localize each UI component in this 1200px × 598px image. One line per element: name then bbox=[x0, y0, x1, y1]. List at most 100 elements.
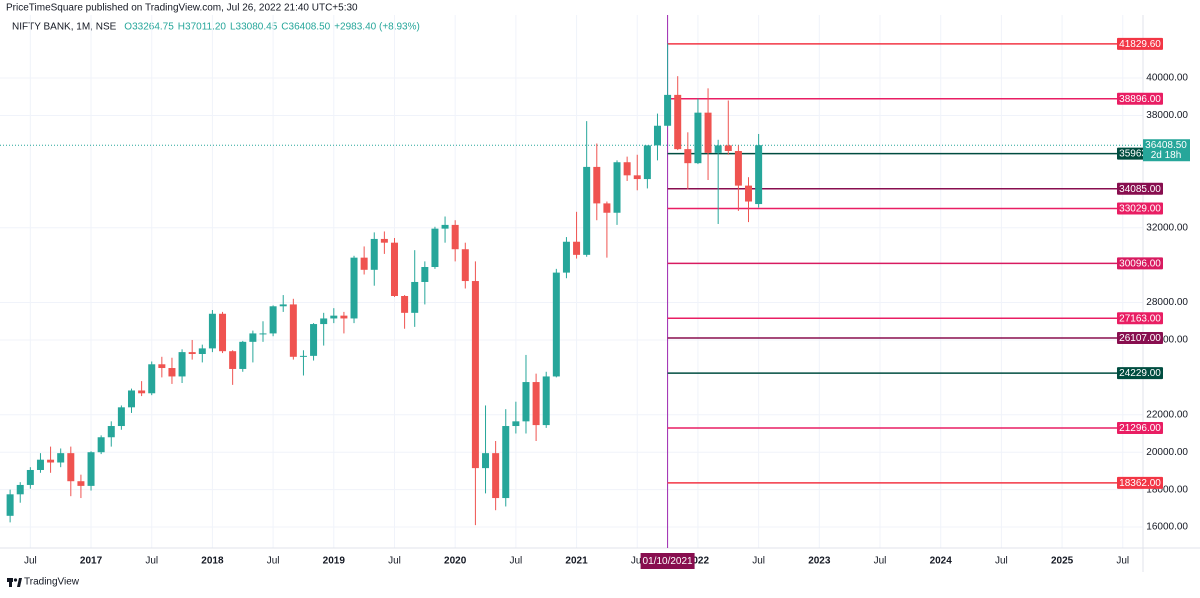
countdown-label: 2d 18h bbox=[1151, 150, 1182, 161]
candle-body bbox=[340, 315, 348, 319]
candle-body bbox=[330, 315, 338, 319]
candle-body bbox=[724, 145, 732, 152]
y-tick-label: 32000.00 bbox=[1146, 222, 1188, 233]
candle-body bbox=[138, 390, 146, 394]
candle-body bbox=[249, 333, 257, 342]
last-price-box bbox=[1143, 139, 1190, 162]
level-label: 21296.00 bbox=[1119, 423, 1161, 434]
candle-body bbox=[117, 407, 125, 427]
candle-body bbox=[390, 242, 398, 296]
candle-body bbox=[87, 452, 95, 486]
level-label-box bbox=[1117, 182, 1163, 195]
candle-body bbox=[704, 112, 712, 153]
level-label: 33029.00 bbox=[1119, 204, 1161, 215]
candle-body bbox=[633, 175, 641, 180]
symbol-legend: NIFTY BANK, 1M, NSE O33264.75 H37011.20 … bbox=[12, 22, 420, 33]
x-tick-label: Jul bbox=[509, 556, 522, 567]
y-tick-label: 16000.00 bbox=[1146, 522, 1188, 533]
logo-part bbox=[9, 578, 12, 587]
candle-body bbox=[320, 318, 328, 325]
candle-body bbox=[380, 238, 388, 243]
candle-body bbox=[97, 437, 105, 453]
candle-body bbox=[360, 257, 368, 270]
candle-body bbox=[684, 149, 692, 164]
x-tick-label: 2024 bbox=[930, 556, 953, 567]
candle-body bbox=[573, 241, 581, 255]
candle-body bbox=[239, 341, 247, 369]
candle-body bbox=[310, 324, 318, 356]
candle-body bbox=[77, 481, 85, 486]
y-tick-label: 28000.00 bbox=[1146, 297, 1188, 308]
candle-body bbox=[643, 145, 651, 180]
candle-body bbox=[653, 125, 661, 146]
candle-body bbox=[532, 382, 540, 426]
x-tick-label: Jul bbox=[267, 556, 280, 567]
candle-body bbox=[714, 145, 722, 153]
candle-body bbox=[734, 151, 742, 186]
level-label: 35963.00 bbox=[1119, 149, 1161, 160]
level-label: 41829.60 bbox=[1119, 39, 1161, 50]
candle-body bbox=[482, 453, 490, 469]
y-tick-label: 26000.00 bbox=[1146, 335, 1188, 346]
x-tick-label: 2017 bbox=[80, 556, 103, 567]
candle-body bbox=[471, 281, 479, 469]
candle-body bbox=[16, 484, 24, 495]
x-tick-label: Jul bbox=[874, 556, 887, 567]
candle-body bbox=[229, 351, 237, 369]
footer-logo bbox=[7, 578, 22, 587]
candle-body bbox=[512, 421, 520, 427]
level-label-box bbox=[1117, 257, 1163, 270]
logo-part bbox=[17, 578, 22, 587]
x-tick-label: Jul bbox=[631, 556, 644, 567]
candle-body bbox=[107, 426, 115, 438]
level-label-box bbox=[1117, 92, 1163, 105]
published-line: PriceTimeSquare published on TradingView… bbox=[6, 3, 358, 14]
candle-body bbox=[279, 304, 287, 307]
level-label-box bbox=[1117, 37, 1163, 50]
symbol: NIFTY BANK, 1M, NSE bbox=[12, 22, 117, 33]
candle-body bbox=[552, 272, 560, 377]
candle-body bbox=[674, 94, 682, 150]
y-tick-label: 20000.00 bbox=[1146, 447, 1188, 458]
candle-body bbox=[492, 453, 500, 499]
level-label: 24229.00 bbox=[1119, 368, 1161, 379]
candle-body bbox=[664, 94, 672, 126]
candle-body bbox=[694, 112, 702, 164]
candle-body bbox=[411, 281, 419, 313]
x-tick-label: 2022 bbox=[687, 556, 710, 567]
candle-body bbox=[47, 459, 55, 463]
level-label-box bbox=[1117, 476, 1163, 489]
level-label: 18362.00 bbox=[1119, 478, 1161, 489]
candle-body bbox=[198, 348, 206, 354]
candle-body bbox=[623, 162, 631, 176]
candle-body bbox=[441, 224, 449, 229]
logo-part bbox=[13, 578, 18, 582]
candle-body bbox=[593, 166, 601, 204]
candle-body bbox=[603, 203, 611, 213]
candle-body bbox=[542, 376, 550, 426]
candle-body bbox=[158, 364, 166, 369]
y-tick-label: 38000.00 bbox=[1146, 110, 1188, 121]
y-tick-label: 22000.00 bbox=[1146, 409, 1188, 420]
ohlc-change: +2983.40 (+8.93%) bbox=[334, 22, 420, 33]
y-tick-label: 18000.00 bbox=[1146, 484, 1188, 495]
x-tick-label: 2021 bbox=[565, 556, 588, 567]
ohlc-low: L33080.45 bbox=[230, 22, 278, 33]
level-label-box bbox=[1117, 421, 1163, 434]
level-label-box bbox=[1117, 202, 1163, 215]
candle-body bbox=[299, 355, 307, 357]
candle-body bbox=[755, 145, 763, 205]
level-label: 27163.00 bbox=[1119, 313, 1161, 324]
vertical-marker-label-box bbox=[640, 553, 695, 569]
level-label: 30096.00 bbox=[1119, 258, 1161, 269]
candle-body bbox=[178, 352, 186, 377]
candle-body bbox=[562, 241, 570, 273]
candle-body bbox=[269, 306, 277, 334]
candle-body bbox=[461, 249, 469, 282]
y-tick-label: 40000.00 bbox=[1146, 73, 1188, 84]
level-label-box bbox=[1117, 312, 1163, 325]
candle-body bbox=[67, 453, 75, 482]
last-price-label: 36408.50 bbox=[1145, 140, 1187, 151]
